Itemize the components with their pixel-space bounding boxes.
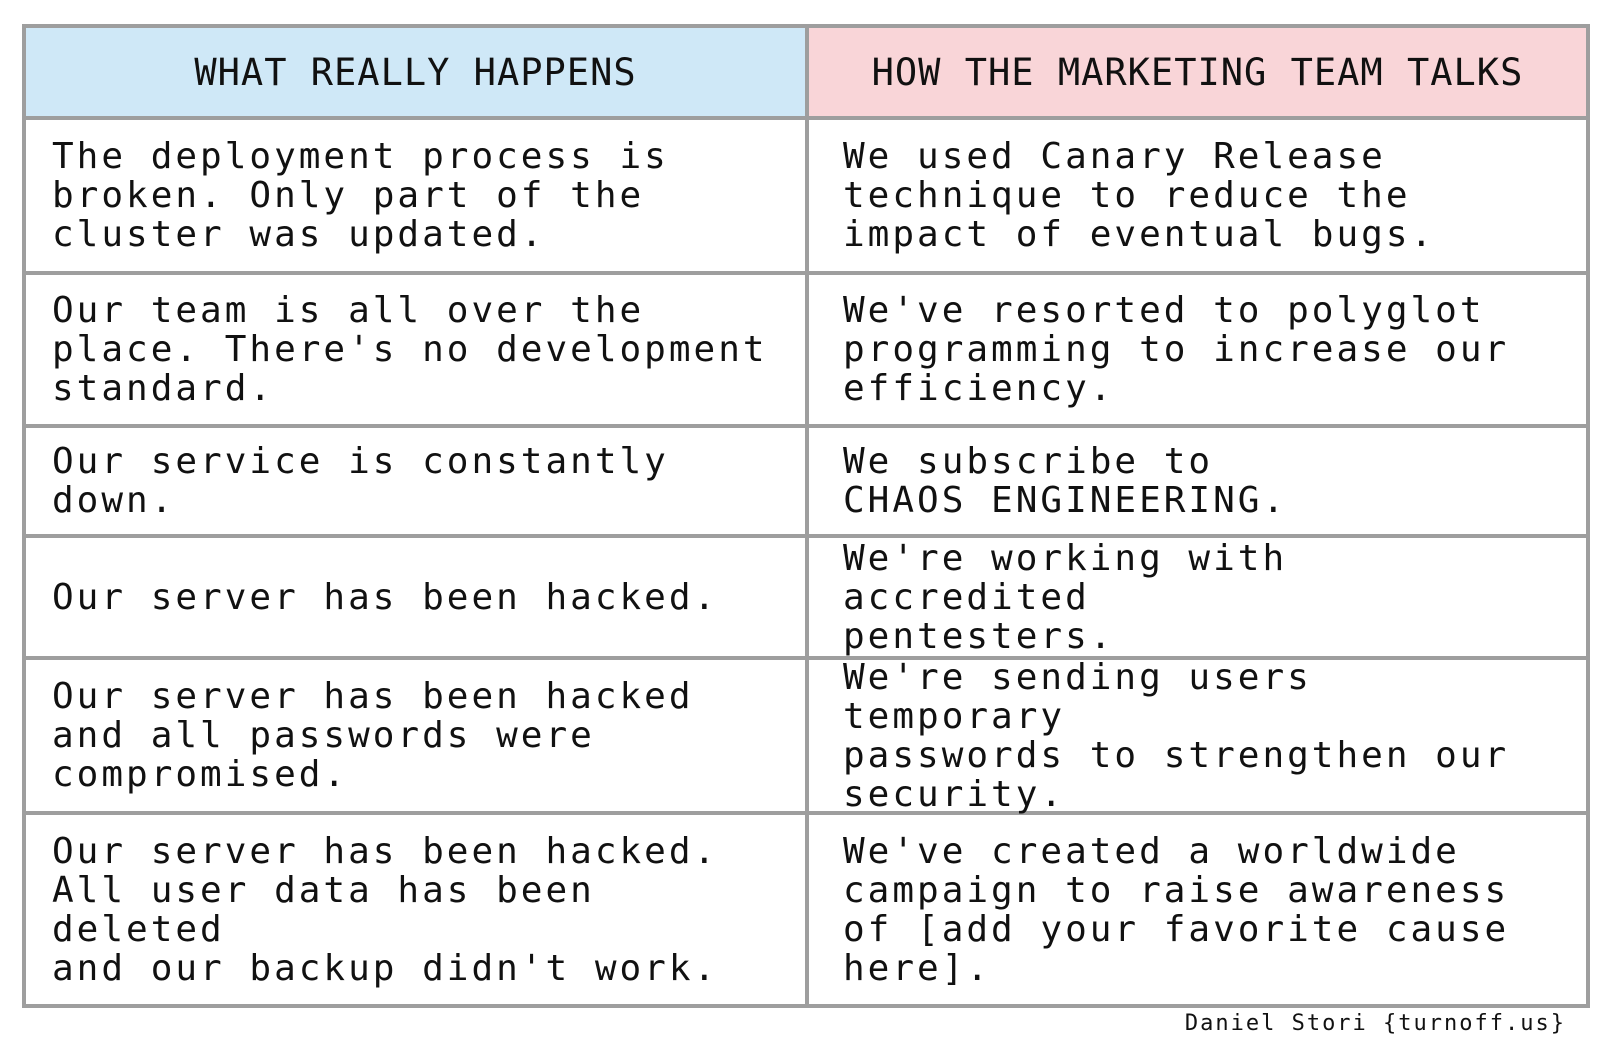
row-1-marketing: We used Canary Release technique to redu… [809,120,1586,275]
row-2-marketing: We've resorted to polyglot programming t… [809,275,1586,428]
comparison-table: WHAT REALLY HAPPENS HOW THE MARKETING TE… [22,24,1590,1008]
row-3-marketing: We subscribe to CHAOS ENGINEERING. [809,428,1586,538]
row-3-reality: Our service is constantly down. [26,428,809,538]
row-6-marketing: We've created a worldwide campaign to ra… [843,830,1510,989]
header-what-really-happens: WHAT REALLY HAPPENS [26,28,809,120]
row-4-reality: Our server has been hacked. [26,538,809,660]
row-5-marketing: We're sending users temporary passwords … [809,658,1586,815]
row-4-marketing: We're working with accredited pentesters… [809,538,1586,660]
row-2-reality: Our team is all over the place. There's … [26,275,809,428]
header-marketing-talk: HOW THE MARKETING TEAM TALKS [809,28,1586,120]
row-5-reality: Our server has been hacked and all passw… [26,660,809,815]
author-credit: Daniel Stori {turnoff.us} [1184,1011,1566,1036]
row-6-reality: Our server has been hacked. All user dat… [26,815,809,1004]
row-1-reality: The deployment process is broken. Only p… [26,120,809,275]
